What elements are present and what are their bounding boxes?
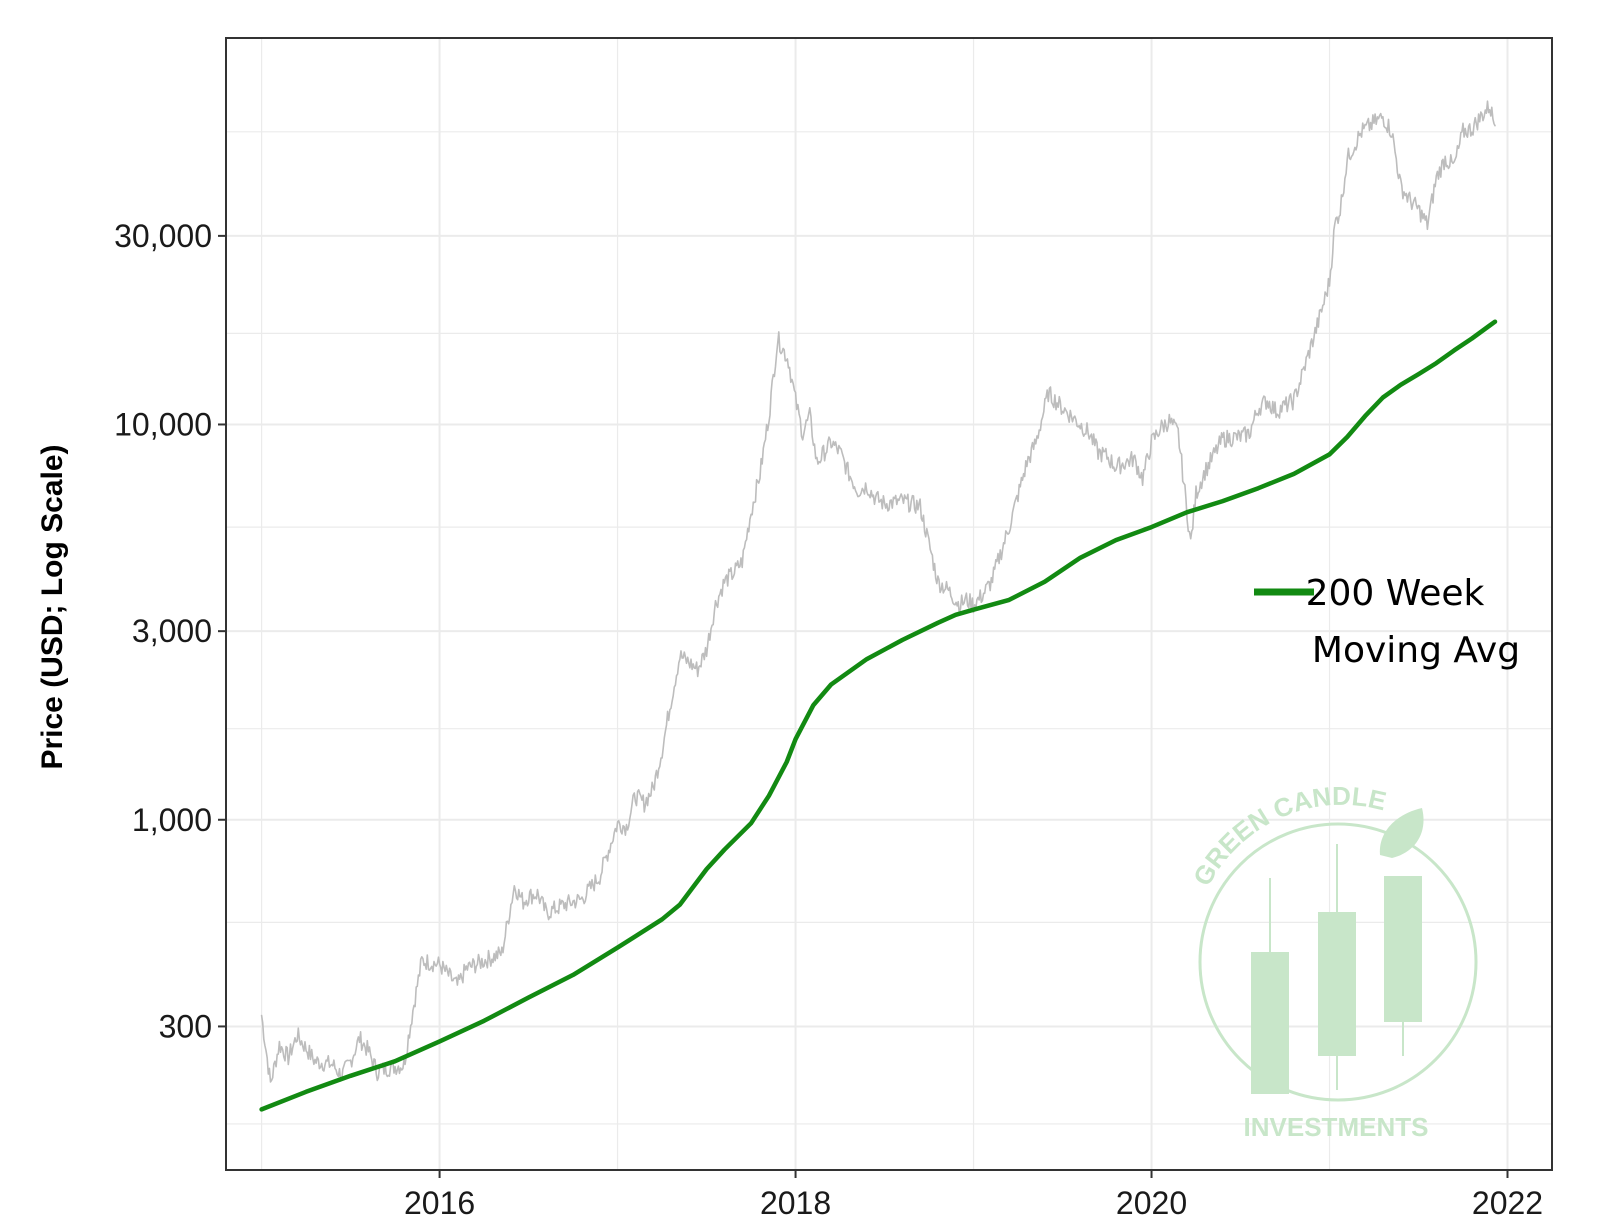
legend: 200 Week Moving Avg <box>1254 573 1520 671</box>
legend-label-line: 200 Week <box>1306 573 1485 614</box>
watermark-logo: GREEN CANDLE INVESTMENTS <box>1187 781 1478 1142</box>
y-tick-label: 3,000 <box>132 613 212 649</box>
y-tick-label: 10,000 <box>114 406 212 442</box>
watermark-leaf-icon <box>1379 808 1424 858</box>
axes: 300 1,000 3,000 10,000 30,000 2016 2018 2020 202… <box>114 218 1543 1221</box>
legend-label-line: Moving Avg <box>1312 630 1520 671</box>
grid <box>226 38 1552 1170</box>
series-line-price <box>260 100 1496 1083</box>
x-tick-label: 2016 <box>404 1185 475 1221</box>
watermark-bottom-text: INVESTMENTS <box>1244 1112 1429 1142</box>
x-tick-label: 2022 <box>1472 1185 1543 1221</box>
watermark-top-text: GREEN CANDLE <box>1187 781 1389 891</box>
y-tick-label: 300 <box>159 1008 212 1044</box>
plot-panel-border <box>225 37 1553 1171</box>
watermark-candle-body <box>1251 952 1289 1094</box>
series-layer <box>259 100 1498 1112</box>
x-tick-label: 2020 <box>1116 1185 1187 1221</box>
y-tick-label: 30,000 <box>114 218 212 254</box>
y-axis-title: Price (USD; Log Scale) <box>36 444 69 769</box>
x-tick-label: 2018 <box>760 1185 831 1221</box>
watermark-candle-body <box>1384 876 1422 1022</box>
watermark-circle <box>1198 808 1478 1102</box>
watermark-ring <box>1198 822 1478 1102</box>
series-line-ma200 <box>259 319 1498 1112</box>
watermark-candle-body <box>1318 912 1356 1056</box>
y-tick-label: 1,000 <box>132 802 212 838</box>
legend-label-ma200: 200 Week Moving Avg <box>1306 573 1520 671</box>
